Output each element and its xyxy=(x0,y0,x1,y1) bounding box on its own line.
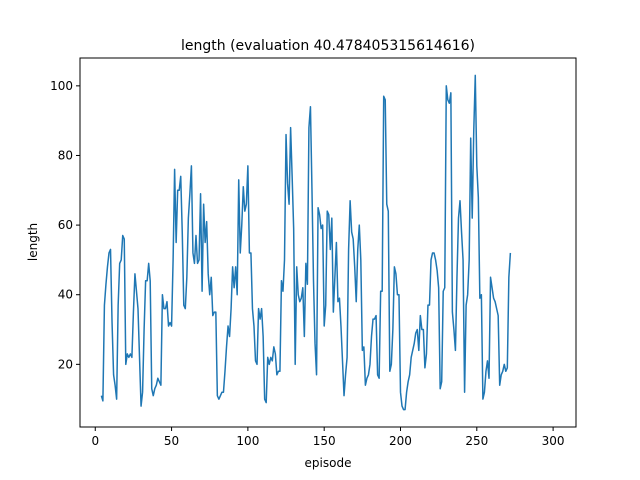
chart-title: length (evaluation 40.478405315614616) xyxy=(181,38,475,54)
x-tick-label: 50 xyxy=(164,434,179,448)
x-tick-label: 0 xyxy=(91,434,99,448)
y-tick-label: 20 xyxy=(58,357,73,371)
x-tick-label: 300 xyxy=(542,434,565,448)
x-tick-label: 200 xyxy=(389,434,412,448)
y-axis-label: length xyxy=(26,223,40,261)
y-tick-label: 60 xyxy=(58,218,73,232)
plot-area xyxy=(100,74,512,411)
y-tick-label: 80 xyxy=(58,148,73,162)
x-tick-label: 150 xyxy=(313,434,336,448)
y-tick-label: 40 xyxy=(58,288,73,302)
x-axis: 0 50 100 150 200 250 300 xyxy=(91,427,565,448)
y-axis: 20 40 60 80 100 xyxy=(50,79,80,371)
x-tick-label: 100 xyxy=(236,434,259,448)
series-line-0 xyxy=(100,74,512,411)
axes-frame xyxy=(79,57,577,428)
x-axis-label: episode xyxy=(305,456,352,470)
x-tick-label: 250 xyxy=(465,434,488,448)
y-tick-label: 100 xyxy=(50,79,73,93)
